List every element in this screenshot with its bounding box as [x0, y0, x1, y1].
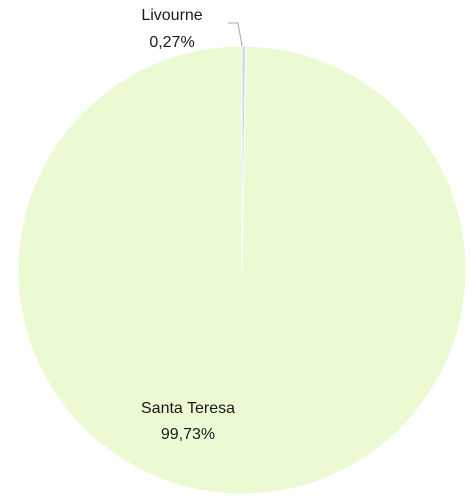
- slice-value-santa-teresa: 99,73%: [161, 426, 215, 443]
- slice-label-livourne: Livourne: [141, 7, 202, 24]
- slice-label-santa-teresa: Santa Teresa: [141, 400, 235, 417]
- slice-value-livourne: 0,27%: [149, 34, 194, 51]
- pie-slices: [17, 45, 467, 495]
- leader-line-livourne: [228, 22, 243, 47]
- pie-slice-santa-teresa: [17, 45, 467, 495]
